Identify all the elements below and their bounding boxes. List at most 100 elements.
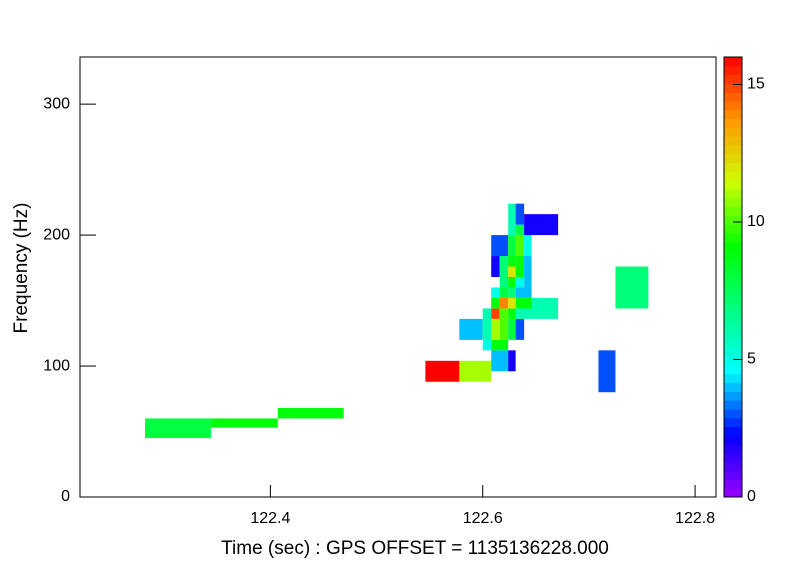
heatmap-cell <box>499 297 509 309</box>
colorbar-step <box>724 409 742 419</box>
heatmap-cell <box>524 214 559 236</box>
colorbar-step <box>724 268 742 278</box>
colorbar-step <box>724 180 742 190</box>
colorbar-step <box>724 74 742 84</box>
heatmap-cell <box>459 318 483 340</box>
colorbar-step <box>724 382 742 392</box>
colorbar-step <box>724 206 742 216</box>
heatmap-cell <box>598 350 616 393</box>
colorbar-step <box>724 470 742 480</box>
heatmap-cell <box>508 203 516 225</box>
colorbar-step <box>724 321 742 331</box>
colorbar-step <box>724 373 742 384</box>
heatmap-cell <box>482 308 492 340</box>
colorbar-tick-label: 5 <box>747 351 756 368</box>
colorbar-step <box>724 285 742 296</box>
colorbar-step <box>724 83 742 93</box>
colorbar-step <box>724 453 742 463</box>
colorbar-step <box>724 65 742 76</box>
colorbar-step <box>724 277 742 287</box>
heatmap-cell <box>482 339 492 351</box>
heatmap-cell <box>508 297 516 309</box>
colorbar-step <box>724 101 742 111</box>
colorbar-step <box>724 109 742 120</box>
y-tick-label: 300 <box>43 95 70 112</box>
colorbar-step <box>724 189 742 199</box>
heatmap-cell <box>491 350 509 372</box>
heatmap-area <box>145 203 649 439</box>
heatmap-cell <box>515 224 525 236</box>
colorbar-step <box>724 57 742 67</box>
heatmap-cell <box>508 235 516 257</box>
colorbar-step <box>724 118 742 128</box>
colorbar-step <box>724 303 742 313</box>
heatmap-cell <box>145 418 211 439</box>
colorbar-step <box>724 241 742 252</box>
colorbar-step <box>724 127 742 137</box>
colorbar-step <box>724 444 742 454</box>
heatmap-cell <box>491 297 500 309</box>
heatmap-cell <box>499 308 509 319</box>
heatmap-cell <box>210 418 278 428</box>
colorbar-step <box>724 294 742 304</box>
colorbar-step <box>724 338 742 348</box>
colorbar-step <box>724 233 742 243</box>
heatmap-cell <box>491 235 509 257</box>
colorbar-step <box>724 488 742 498</box>
colorbar-step <box>724 197 742 208</box>
heatmap-cell <box>515 277 525 288</box>
heatmap-cell <box>508 224 516 236</box>
heatmap-cell <box>499 318 509 340</box>
heatmap-cell <box>491 318 500 340</box>
y-tick-label: 100 <box>43 357 70 374</box>
heatmap-cell <box>515 297 532 309</box>
colorbar-step <box>724 250 742 260</box>
colorbar-step <box>724 426 742 436</box>
heatmap-cell <box>508 287 516 298</box>
heatmap-cell <box>499 277 509 288</box>
heatmap-cell <box>459 360 492 382</box>
heatmap-cell <box>515 256 525 277</box>
heatmap-cell <box>515 235 525 257</box>
colorbar-step <box>724 259 742 269</box>
colorbar-step <box>724 417 742 428</box>
colorbar-step <box>724 171 742 181</box>
heatmap-cell <box>491 287 500 298</box>
colorbar-step <box>724 479 742 489</box>
heatmap-cell <box>425 360 460 382</box>
heatmap-cell <box>508 350 516 372</box>
colorbar-tick-label: 0 <box>747 488 756 505</box>
colorbar-tick-label: 15 <box>747 76 765 93</box>
x-axis-title: Time (sec) : GPS OFFSET = 1135136228.000 <box>221 538 609 559</box>
x-tick-label: 122.8 <box>675 510 715 527</box>
colorbar-step <box>724 391 742 401</box>
heatmap-cell <box>491 256 500 277</box>
colorbar-step <box>724 435 742 445</box>
colorbar-step <box>724 365 742 375</box>
x-tick-label: 122.6 <box>463 510 503 527</box>
heatmap-cell <box>515 308 532 319</box>
colorbar-step <box>724 136 742 146</box>
heatmap-cell <box>515 318 525 340</box>
colorbar-step <box>724 145 742 155</box>
y-tick-label: 0 <box>61 488 70 505</box>
heatmap-cell <box>508 277 516 288</box>
y-tick-label: 200 <box>43 226 70 243</box>
colorbar-step <box>724 312 742 322</box>
colorbar-step <box>724 162 742 172</box>
colorbar-step <box>724 92 742 102</box>
colorbar-tick-label: 10 <box>747 213 765 230</box>
heatmap-cell <box>499 287 509 298</box>
x-tick-label: 122.4 <box>250 510 290 527</box>
colorbar-step <box>724 400 742 410</box>
heatmap-cell <box>508 308 516 319</box>
heatmap-cell <box>491 339 509 351</box>
colorbar-step <box>724 224 742 234</box>
plot-frame <box>79 56 717 498</box>
heatmap-cell <box>491 308 500 319</box>
heatmap-cell <box>524 256 532 288</box>
colorbar-step <box>724 461 742 472</box>
heatmap-cell <box>524 235 532 257</box>
colorbar-step <box>724 347 742 357</box>
